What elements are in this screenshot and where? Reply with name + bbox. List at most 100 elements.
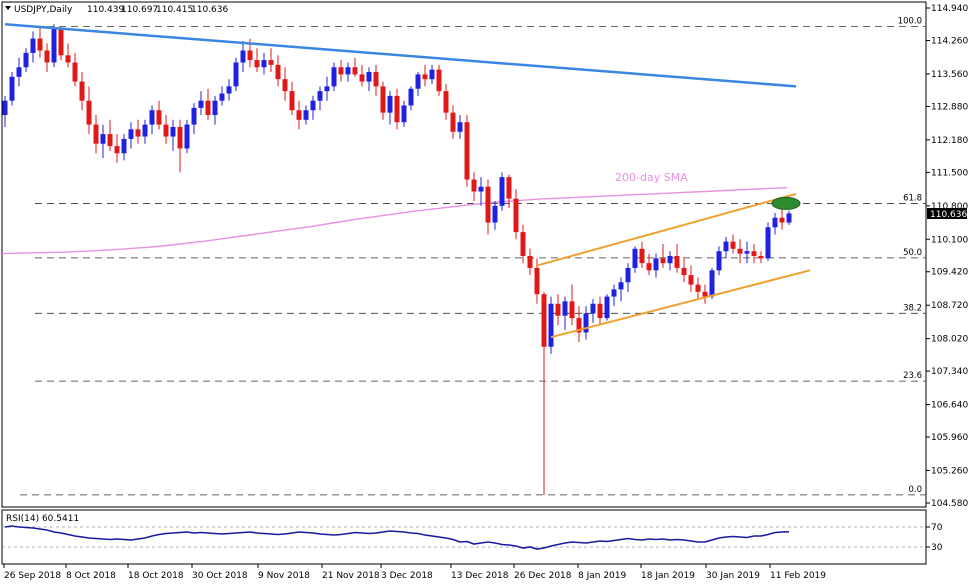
candle-body: [653, 258, 659, 271]
y-tick-label: 110.100: [931, 235, 968, 245]
candle: [268, 48, 274, 73]
candle-body: [492, 205, 498, 223]
candle-body: [289, 91, 295, 111]
collapse-triangle-icon: [5, 6, 11, 10]
candle-body: [464, 122, 470, 180]
candle: [464, 115, 470, 187]
candle-body: [205, 100, 211, 116]
candle: [233, 57, 239, 92]
candle-body: [79, 81, 85, 101]
candle-body: [730, 241, 736, 249]
candle: [51, 24, 57, 68]
candle-body: [520, 232, 526, 256]
candle: [205, 88, 211, 120]
price-pane: [1, 1, 927, 508]
candles: [2, 24, 792, 495]
candle-body: [758, 255, 764, 259]
candle: [331, 62, 337, 92]
candle: [226, 79, 232, 101]
candle: [93, 115, 99, 154]
candle: [296, 100, 302, 130]
candle: [170, 119, 176, 151]
candle: [737, 239, 743, 264]
y-tick-label: 108.720: [931, 301, 968, 311]
candle: [569, 284, 575, 326]
candle-body: [30, 38, 36, 53]
candle-body: [142, 124, 148, 137]
channel-lower-line: [550, 269, 811, 339]
candle: [457, 115, 463, 139]
resistance-trendline: [4, 22, 797, 88]
candle: [653, 253, 659, 278]
candle: [401, 100, 407, 127]
candle-body: [366, 72, 372, 82]
candle: [583, 306, 589, 340]
candle-body: [149, 110, 155, 125]
candle-body: [338, 67, 344, 75]
candle-body: [58, 29, 64, 56]
y-tick-label: 113.560: [931, 70, 968, 80]
candle-body: [569, 301, 575, 319]
x-tick-label: 21 Nov 2018: [322, 571, 380, 581]
y-tick-label: 105.960: [931, 433, 968, 443]
candle: [9, 72, 15, 106]
candle: [702, 284, 708, 304]
candle-body: [114, 146, 120, 154]
candle: [198, 91, 204, 116]
candle-body: [618, 282, 624, 290]
x-tick-label: 30 Oct 2018: [192, 571, 248, 581]
candle-body: [681, 267, 687, 276]
candle: [478, 177, 484, 206]
channel-upper-line: [536, 192, 797, 267]
candle: [716, 246, 722, 276]
candle: [786, 210, 792, 225]
candle: [149, 105, 155, 135]
candle: [604, 294, 610, 321]
candle-body: [296, 110, 302, 120]
candle: [436, 64, 442, 96]
candle: [338, 60, 344, 82]
candle: [499, 172, 505, 211]
candle-body: [625, 267, 631, 283]
candle: [275, 55, 281, 87]
candle-body: [478, 186, 484, 192]
candle: [352, 57, 358, 77]
candle-body: [548, 303, 554, 347]
candle: [758, 251, 764, 264]
ohlc-close: 110.636: [191, 5, 228, 15]
candle-body: [632, 248, 638, 268]
candle: [366, 67, 372, 92]
rsi-label: RSI(14) 60.5411: [6, 514, 79, 524]
candle: [695, 277, 701, 299]
candle: [709, 267, 715, 299]
candle: [128, 122, 134, 149]
candle-body: [562, 301, 568, 316]
y-tick-label: 109.420: [931, 268, 968, 278]
candle-body: [16, 67, 22, 77]
candle: [576, 306, 582, 342]
candle-body: [688, 275, 694, 285]
candle: [779, 208, 785, 230]
candle: [79, 72, 85, 111]
candle-body: [282, 79, 288, 92]
candle-body: [436, 69, 442, 92]
y-tick-label: 104.580: [931, 499, 968, 509]
candle-body: [457, 122, 463, 132]
candle-body: [275, 64, 281, 80]
candle-body: [65, 55, 71, 63]
candle: [450, 105, 456, 139]
candle-body: [471, 179, 477, 192]
x-tick-label: 30 Jan 2019: [706, 571, 760, 581]
candle: [632, 246, 638, 273]
sma-layer: [1, 187, 788, 255]
candle: [408, 86, 414, 111]
candle-body: [527, 255, 533, 268]
candle-body: [135, 129, 141, 137]
candle: [520, 224, 526, 264]
candle: [156, 100, 162, 130]
candle-body: [121, 138, 127, 154]
candle-body: [443, 91, 449, 113]
candle-body: [737, 248, 743, 254]
candle: [674, 244, 680, 273]
